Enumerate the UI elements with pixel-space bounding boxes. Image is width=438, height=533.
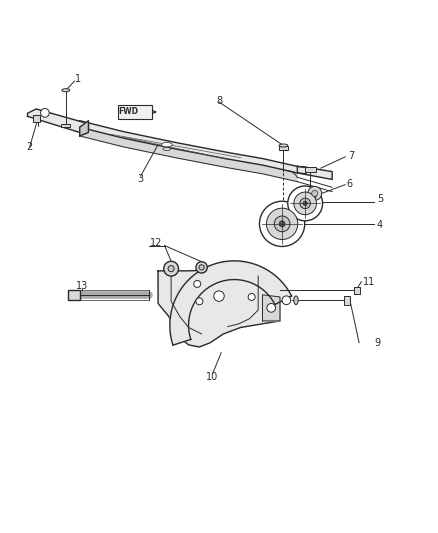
FancyBboxPatch shape — [33, 116, 40, 122]
Text: 8: 8 — [216, 96, 222, 106]
FancyBboxPatch shape — [354, 287, 360, 294]
Circle shape — [164, 261, 179, 276]
Circle shape — [294, 192, 317, 215]
Circle shape — [267, 303, 276, 312]
Ellipse shape — [294, 296, 298, 305]
Circle shape — [196, 298, 203, 305]
Polygon shape — [297, 166, 332, 180]
Text: 13: 13 — [76, 281, 88, 291]
Text: 5: 5 — [377, 194, 383, 204]
Ellipse shape — [279, 144, 288, 147]
Circle shape — [194, 280, 201, 287]
Text: 11: 11 — [363, 277, 375, 287]
Ellipse shape — [305, 195, 316, 199]
Text: 10: 10 — [206, 373, 219, 383]
Ellipse shape — [163, 148, 171, 150]
Text: FWD: FWD — [118, 108, 138, 117]
Text: 1: 1 — [74, 75, 81, 84]
FancyBboxPatch shape — [279, 146, 288, 150]
Circle shape — [300, 198, 311, 208]
Circle shape — [288, 186, 322, 221]
Text: 12: 12 — [150, 238, 162, 247]
Circle shape — [41, 109, 49, 117]
Circle shape — [196, 262, 207, 273]
Text: 6: 6 — [346, 179, 353, 189]
FancyBboxPatch shape — [344, 296, 350, 305]
Circle shape — [312, 190, 318, 197]
Polygon shape — [170, 261, 292, 345]
FancyBboxPatch shape — [61, 124, 70, 127]
Text: 4: 4 — [377, 220, 383, 230]
Circle shape — [214, 291, 224, 301]
FancyBboxPatch shape — [118, 104, 152, 119]
Circle shape — [266, 208, 298, 239]
Circle shape — [248, 294, 255, 301]
Circle shape — [282, 296, 291, 305]
Circle shape — [274, 216, 290, 232]
Text: 3: 3 — [138, 174, 144, 184]
Polygon shape — [80, 127, 297, 182]
FancyBboxPatch shape — [68, 289, 80, 300]
Polygon shape — [28, 109, 88, 133]
FancyBboxPatch shape — [305, 167, 316, 172]
Text: 2: 2 — [27, 142, 33, 152]
Circle shape — [279, 221, 285, 227]
Circle shape — [303, 201, 307, 206]
Polygon shape — [262, 295, 280, 321]
Circle shape — [259, 201, 305, 246]
Circle shape — [199, 265, 204, 270]
Polygon shape — [80, 120, 306, 174]
Polygon shape — [158, 270, 280, 347]
Circle shape — [308, 187, 322, 200]
Text: 7: 7 — [349, 150, 355, 160]
Polygon shape — [80, 120, 88, 136]
Ellipse shape — [161, 142, 172, 147]
Circle shape — [168, 265, 174, 272]
Ellipse shape — [62, 88, 70, 92]
Text: 9: 9 — [375, 338, 381, 348]
